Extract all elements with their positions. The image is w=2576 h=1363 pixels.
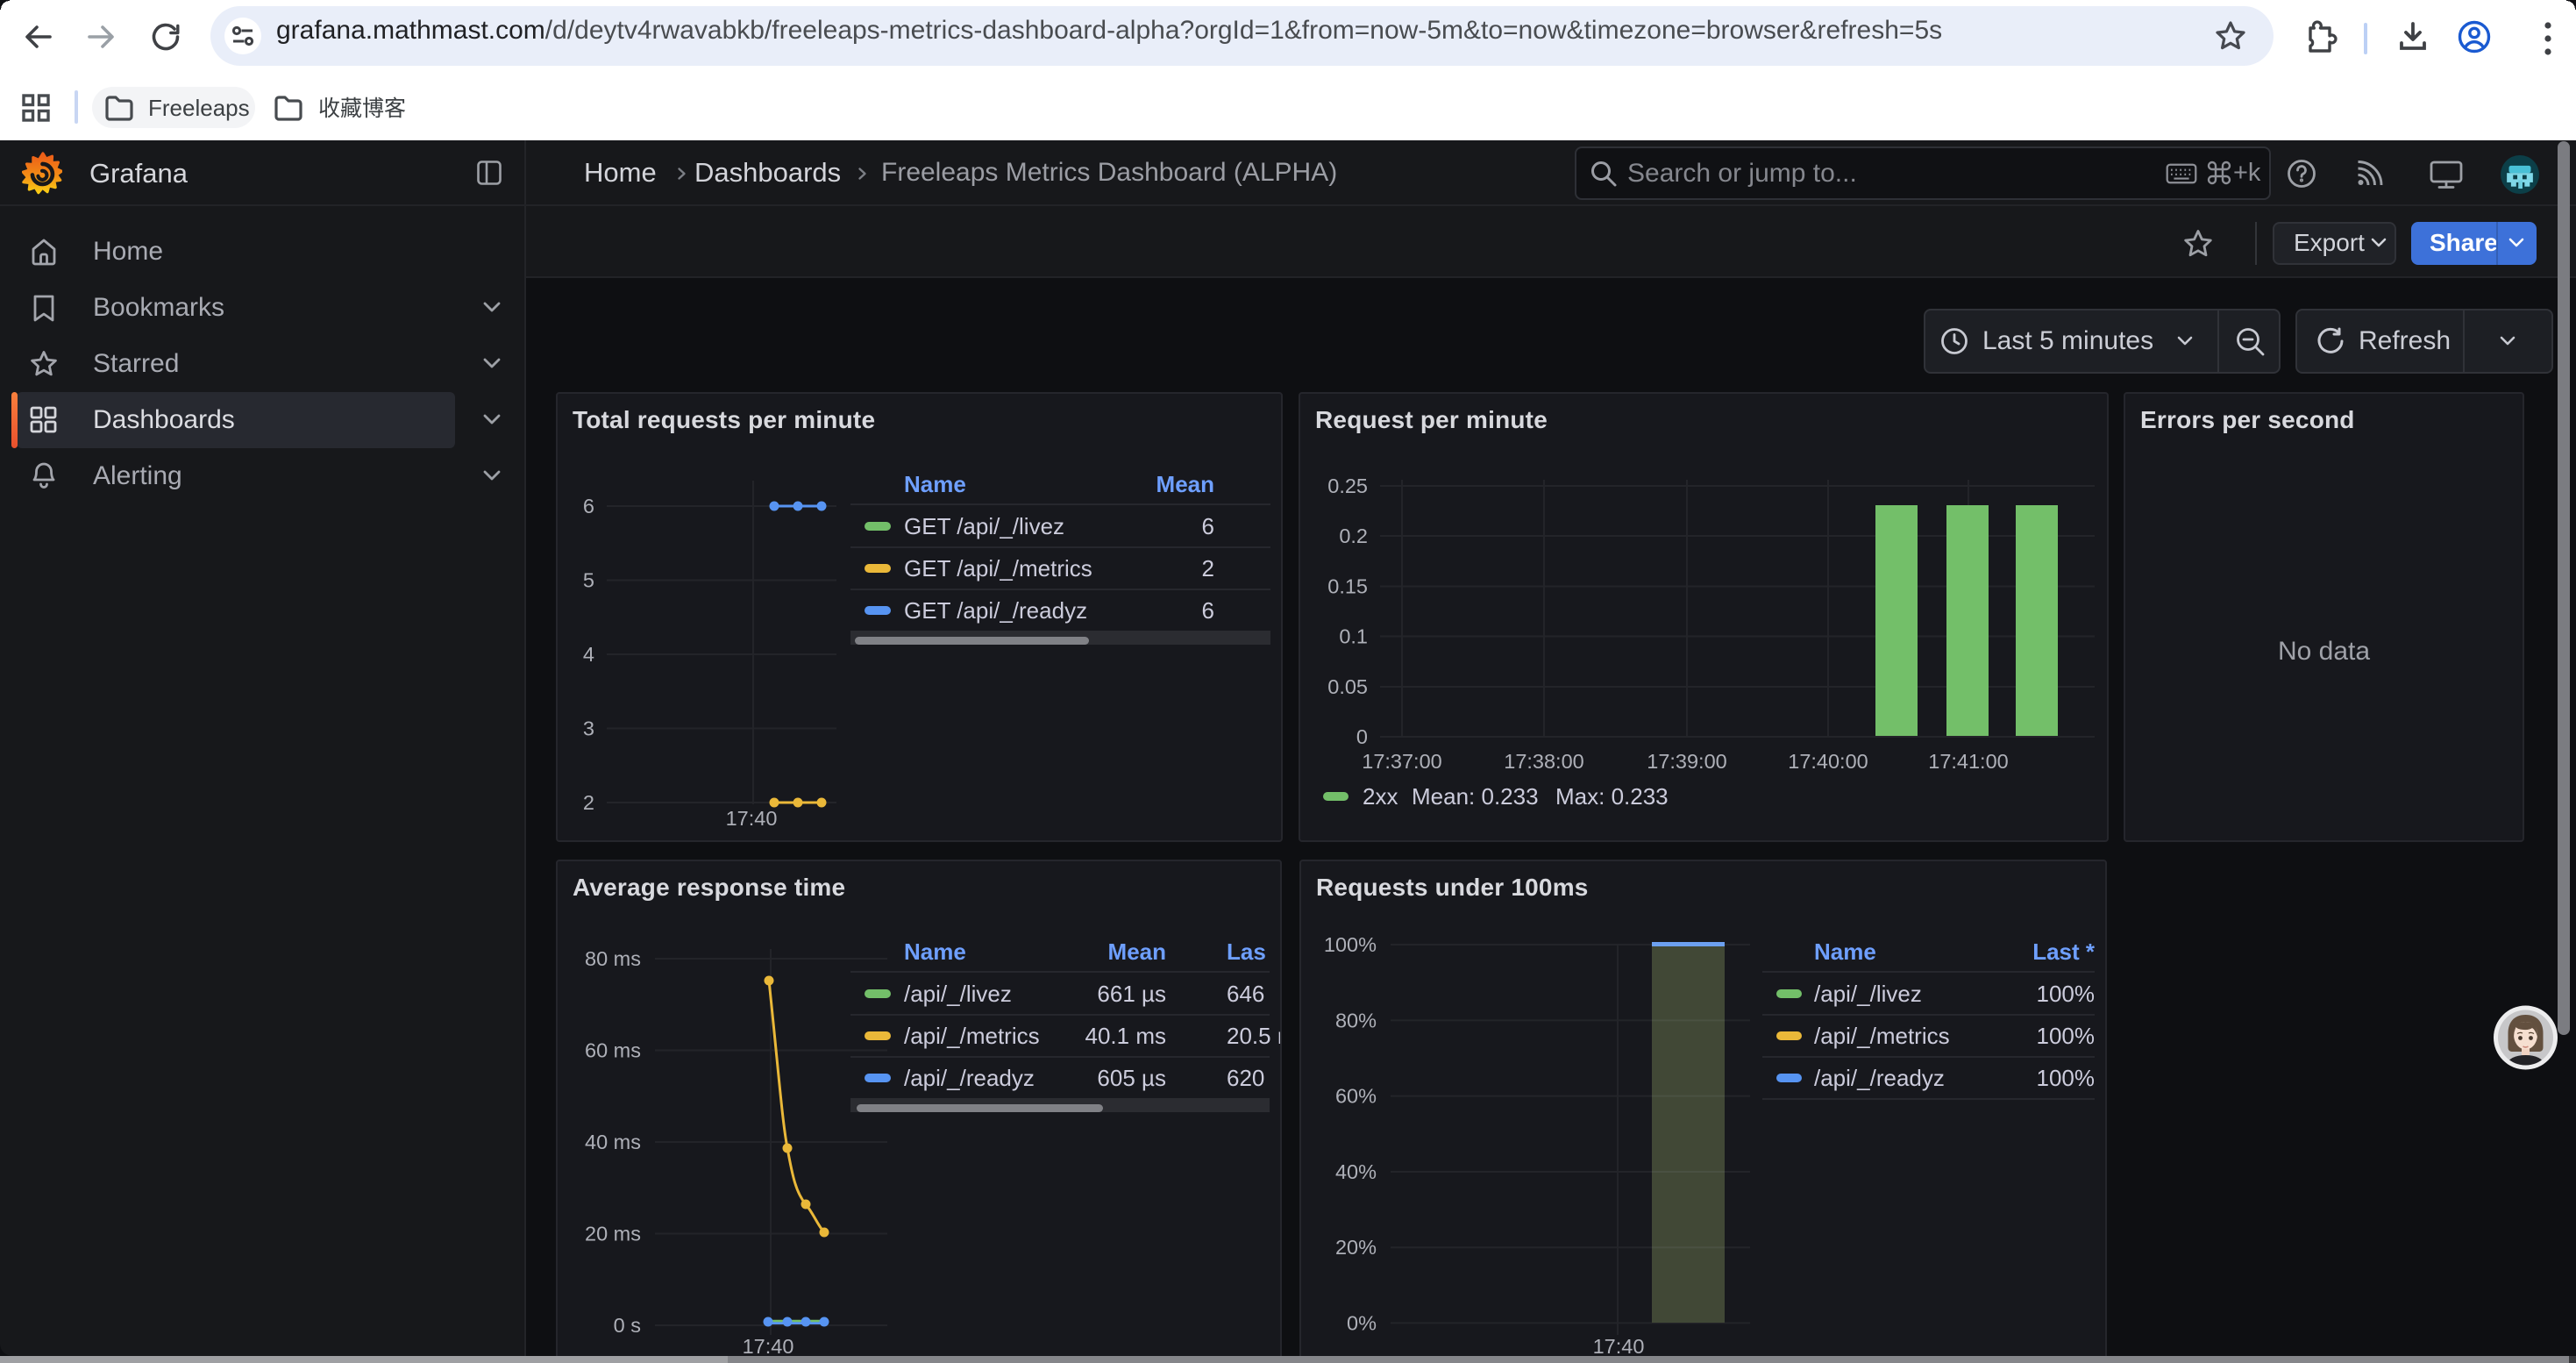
svg-text:/api/_/readyz: /api/_/readyz (1814, 1065, 1945, 1091)
svg-text:2: 2 (583, 791, 594, 814)
svg-text:/api/_/readyz: /api/_/readyz (904, 1065, 1035, 1091)
svg-text:Las: Las (1227, 938, 1266, 965)
svg-text:0.1: 0.1 (1339, 625, 1368, 648)
svg-text:0: 0 (1356, 725, 1368, 748)
svg-text:0.15: 0.15 (1327, 575, 1368, 598)
svg-text:5: 5 (583, 569, 594, 592)
svg-text:17:40: 17:40 (743, 1335, 794, 1358)
svg-text:6: 6 (1202, 513, 1214, 539)
svg-text:100%: 100% (2037, 981, 2096, 1007)
svg-text:0.05: 0.05 (1327, 675, 1368, 698)
svg-text:/api/_/livez: /api/_/livez (904, 981, 1012, 1007)
svg-text:0 s: 0 s (614, 1314, 641, 1337)
svg-text:Name: Name (1814, 938, 1876, 965)
svg-text:GET /api/_/livez: GET /api/_/livez (904, 513, 1064, 539)
svg-text:Mean: Mean (1156, 471, 1214, 497)
svg-text:20.5 r: 20.5 r (1227, 1023, 1280, 1049)
svg-text:17:40: 17:40 (1593, 1335, 1645, 1358)
svg-text:80 ms: 80 ms (585, 947, 641, 970)
svg-text:40 ms: 40 ms (585, 1131, 641, 1153)
svg-text:661 µs: 661 µs (1097, 981, 1166, 1007)
svg-text:605 µs: 605 µs (1097, 1065, 1166, 1091)
svg-text:Last *: Last * (2032, 938, 2096, 965)
svg-text:/api/_/metrics: /api/_/metrics (904, 1023, 1040, 1049)
svg-text:80%: 80% (1335, 1009, 1377, 1031)
svg-text:4: 4 (583, 643, 594, 666)
svg-text:100%: 100% (1324, 933, 1377, 956)
svg-text:GET /api/_/metrics: GET /api/_/metrics (904, 555, 1092, 582)
svg-text:17:40: 17:40 (726, 807, 778, 830)
svg-text:Max: 0.233: Max: 0.233 (1555, 783, 1669, 810)
svg-text:Name: Name (904, 938, 966, 965)
svg-text:Name: Name (904, 471, 966, 497)
svg-text:6: 6 (1202, 597, 1214, 624)
svg-text:0%: 0% (1347, 1311, 1377, 1334)
svg-text:20 ms: 20 ms (585, 1223, 641, 1245)
svg-text:60%: 60% (1335, 1085, 1377, 1108)
svg-text:40%: 40% (1335, 1160, 1377, 1183)
svg-text:646: 646 (1227, 981, 1264, 1007)
svg-text:20%: 20% (1335, 1236, 1377, 1259)
svg-text:100%: 100% (2037, 1065, 2096, 1091)
svg-text:2: 2 (1202, 555, 1214, 582)
svg-text:Mean: 0.233: Mean: 0.233 (1412, 783, 1539, 810)
svg-text:0.2: 0.2 (1339, 525, 1368, 547)
svg-text:100%: 100% (2037, 1023, 2096, 1049)
svg-text:0.25: 0.25 (1327, 475, 1368, 497)
svg-text:/api/_/metrics: /api/_/metrics (1814, 1023, 1950, 1049)
svg-text:6: 6 (583, 495, 594, 517)
svg-text:17:39:00: 17:39:00 (1647, 750, 1726, 773)
svg-text:17:37:00: 17:37:00 (1362, 750, 1441, 773)
svg-text:60 ms: 60 ms (585, 1039, 641, 1062)
svg-text:3: 3 (583, 717, 594, 740)
svg-text:620: 620 (1227, 1065, 1264, 1091)
svg-text:17:41:00: 17:41:00 (1928, 750, 2008, 773)
svg-text:2xx: 2xx (1363, 783, 1398, 810)
svg-text:40.1 ms: 40.1 ms (1085, 1023, 1167, 1049)
svg-text:17:38:00: 17:38:00 (1504, 750, 1583, 773)
svg-text:Mean: Mean (1108, 938, 1166, 965)
svg-text:17:40:00: 17:40:00 (1788, 750, 1868, 773)
svg-text:/api/_/livez: /api/_/livez (1814, 981, 1922, 1007)
svg-text:GET /api/_/readyz: GET /api/_/readyz (904, 597, 1087, 624)
